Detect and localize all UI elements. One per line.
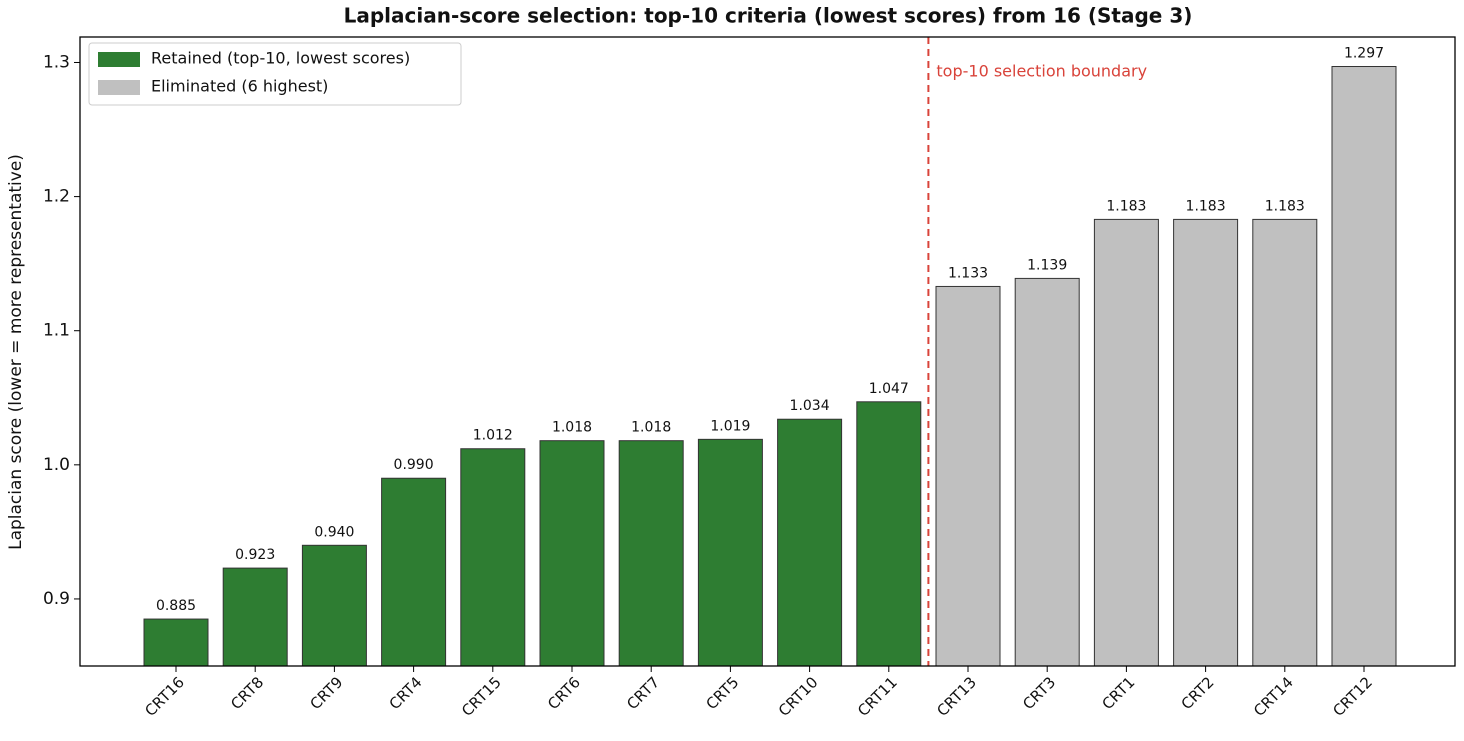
x-tick-label: CRT13 xyxy=(933,673,980,720)
x-tick-label: CRT5 xyxy=(702,673,742,713)
bar xyxy=(1014,277,1080,667)
bar xyxy=(1093,218,1159,667)
x-tick-label: CRT9 xyxy=(306,673,346,713)
value-label: 1.139 xyxy=(1027,257,1067,273)
value-label: 1.034 xyxy=(790,398,830,414)
x-tick-label: CRT1 xyxy=(1098,673,1138,713)
bar xyxy=(301,544,367,667)
bar xyxy=(618,440,684,667)
value-label: 1.047 xyxy=(869,381,909,397)
value-label: 0.940 xyxy=(314,524,354,540)
y-tick-label: 1.1 xyxy=(43,321,70,341)
x-tick-label: CRT15 xyxy=(458,673,505,720)
y-tick-label: 1.2 xyxy=(43,187,70,207)
value-label: 1.183 xyxy=(1106,198,1146,214)
x-tick-label: CRT7 xyxy=(623,673,663,713)
value-label: 1.183 xyxy=(1265,198,1305,214)
bar xyxy=(381,477,447,667)
bar xyxy=(460,448,526,667)
bar xyxy=(935,285,1001,667)
legend-label: Retained (top-10, lowest scores) xyxy=(151,49,410,68)
x-tick-label: CRT3 xyxy=(1019,673,1059,713)
y-tick-label: 1.3 xyxy=(43,52,70,72)
bar xyxy=(1252,218,1318,667)
bar xyxy=(1173,218,1239,667)
bar xyxy=(697,438,763,667)
value-label: 1.019 xyxy=(710,418,750,434)
x-tick-label: CRT2 xyxy=(1178,673,1218,713)
x-tick-label: CRT8 xyxy=(227,673,267,713)
bar xyxy=(539,440,605,667)
value-label: 1.133 xyxy=(948,265,988,281)
bar xyxy=(222,567,288,667)
value-label: 0.923 xyxy=(235,547,275,563)
y-tick-label: 1.0 xyxy=(43,455,70,475)
legend-box xyxy=(88,42,462,106)
boundary-annotation: top-10 selection boundary xyxy=(936,62,1147,81)
value-label: 0.885 xyxy=(156,598,196,614)
x-tick-label: CRT10 xyxy=(775,673,822,720)
value-label: 1.297 xyxy=(1344,46,1384,62)
plot-frame xyxy=(79,36,1456,667)
x-tick-label: CRT16 xyxy=(141,673,188,720)
value-label: 0.990 xyxy=(394,457,434,473)
x-tick-label: CRT12 xyxy=(1329,673,1376,720)
y-axis-label: Laplacian score (lower = more representa… xyxy=(6,154,26,550)
x-tick-label: CRT6 xyxy=(544,673,584,713)
legend-swatch xyxy=(98,80,140,95)
value-label: 1.183 xyxy=(1186,198,1226,214)
bar xyxy=(777,418,843,667)
value-label: 1.018 xyxy=(631,420,671,436)
x-tick-label: CRT4 xyxy=(386,673,426,713)
x-tick-label: CRT14 xyxy=(1250,673,1297,720)
legend-label: Eliminated (6 highest) xyxy=(151,77,328,96)
value-label: 1.012 xyxy=(473,428,513,444)
y-tick-label: 0.9 xyxy=(43,589,70,609)
value-label: 1.018 xyxy=(552,420,592,436)
x-tick-label: CRT11 xyxy=(854,673,901,720)
bar xyxy=(143,618,209,667)
bar xyxy=(1331,66,1397,667)
legend-swatch xyxy=(98,52,140,67)
bar xyxy=(856,401,922,667)
chart-title: Laplacian-score selection: top-10 criter… xyxy=(344,4,1193,28)
